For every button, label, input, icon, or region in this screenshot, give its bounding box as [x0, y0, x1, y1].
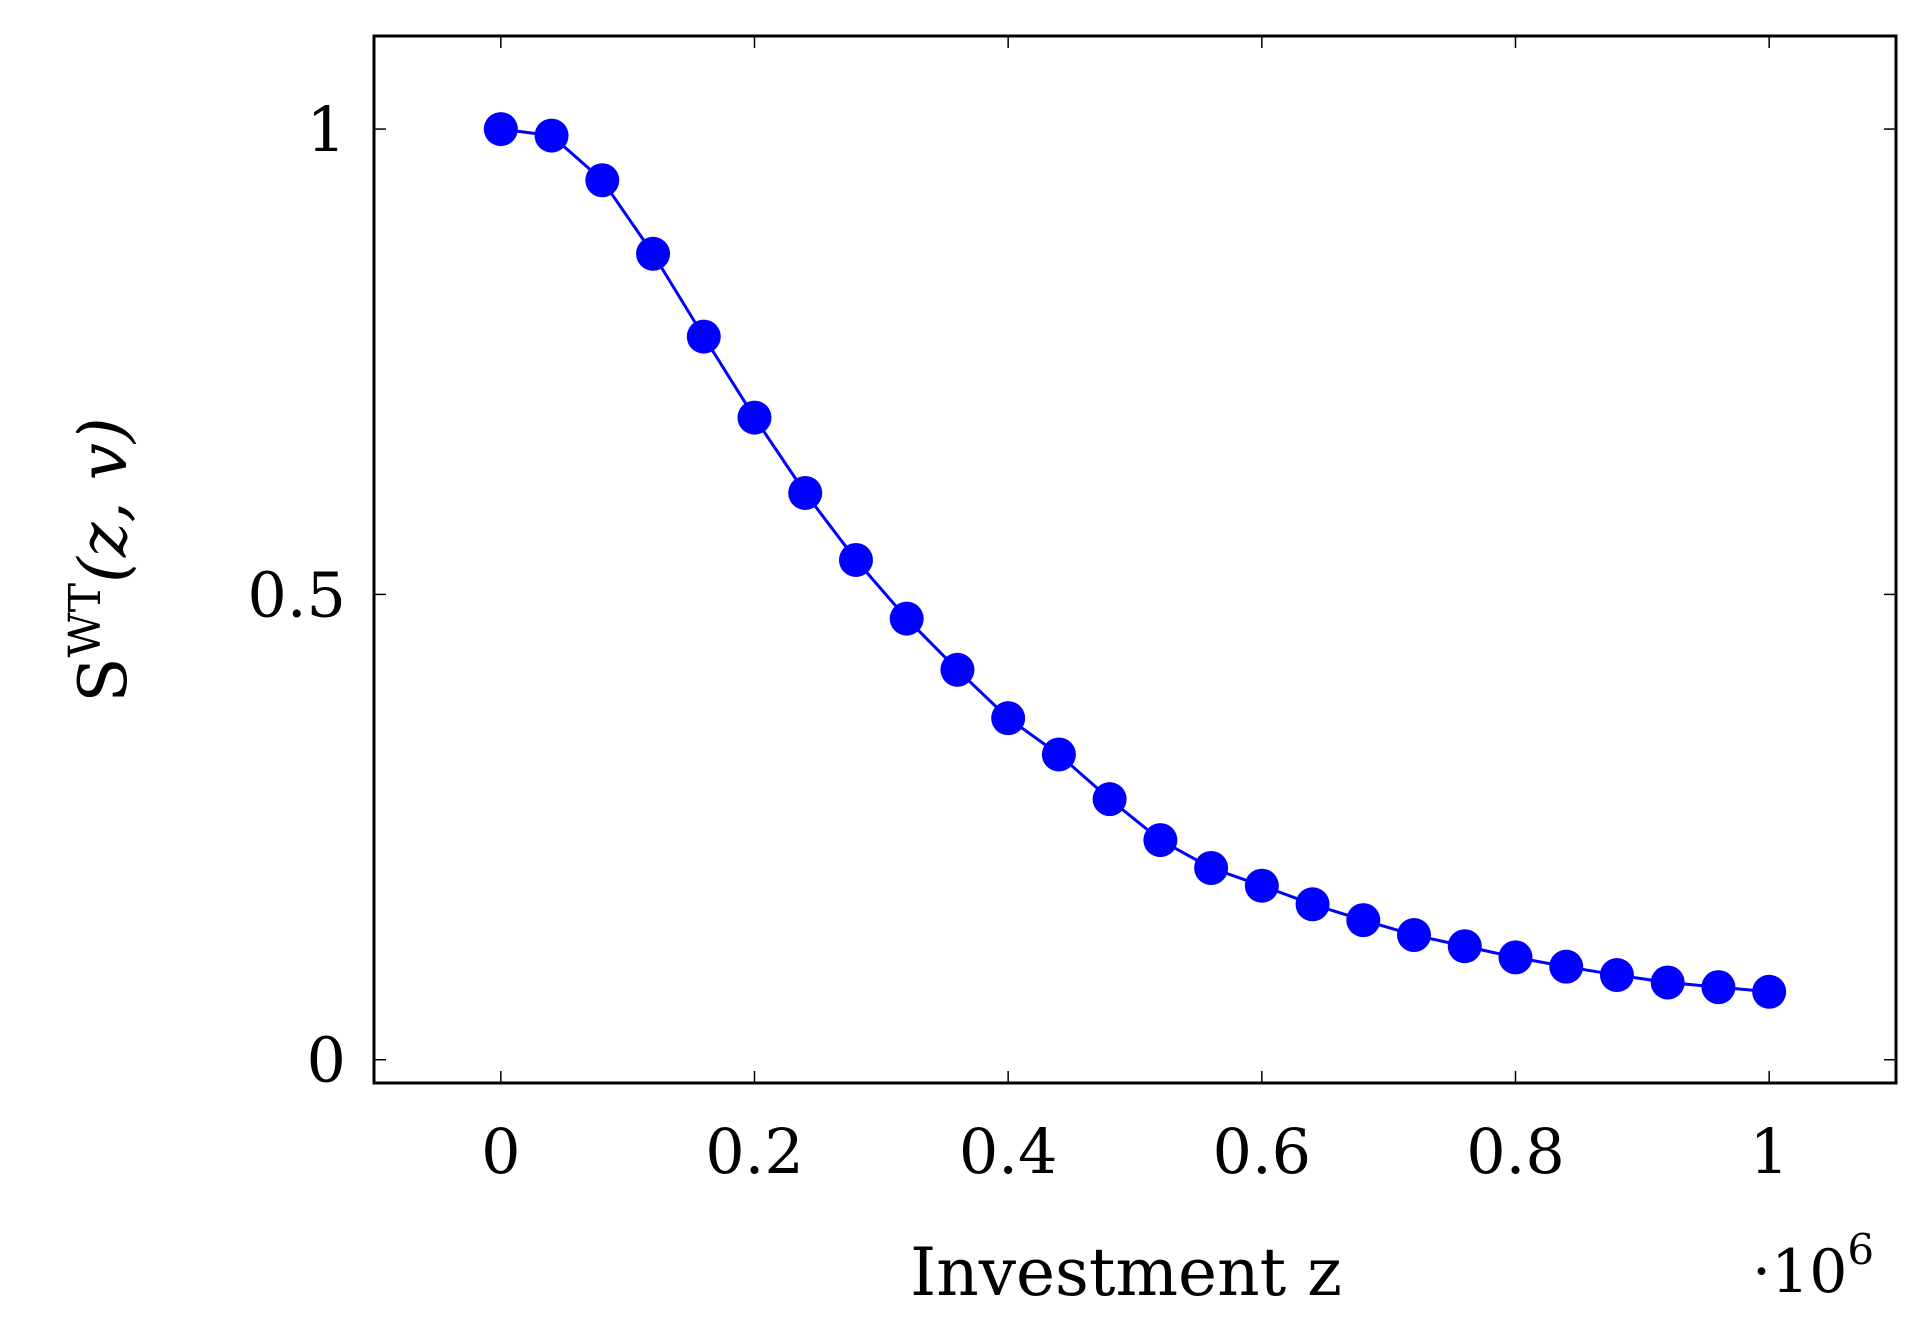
data-point	[534, 118, 569, 153]
data-point	[1650, 965, 1685, 1000]
plot-frame	[372, 34, 1898, 1085]
y-tick-label: 1	[307, 93, 346, 166]
y-axis-title-args: (z, v)	[65, 417, 142, 583]
data-point	[1244, 868, 1279, 903]
ticks	[374, 36, 1896, 1083]
data-point	[1447, 929, 1482, 964]
x-tick-label: 1	[1749, 1115, 1788, 1188]
y-tick-label: 0	[307, 1024, 346, 1097]
x-tick-label: 0	[481, 1115, 520, 1188]
x-axis-title: Investment z	[910, 1234, 1342, 1311]
data-point	[1194, 851, 1229, 886]
x-tick-label: 0.2	[705, 1115, 804, 1188]
x-tick-label: 0.8	[1466, 1115, 1565, 1188]
data-point	[889, 601, 924, 636]
data-point	[686, 319, 721, 354]
x-multiplier-exp: 6	[1847, 1225, 1874, 1274]
y-axis-title-base: S	[65, 657, 142, 702]
x-multiplier-base: ·10	[1752, 1237, 1847, 1307]
data-point	[1295, 887, 1330, 922]
data-point	[1701, 970, 1736, 1005]
data-point	[788, 475, 823, 510]
data-point	[1346, 903, 1381, 938]
data-point	[1041, 737, 1076, 772]
data-point	[1397, 918, 1432, 953]
series-line	[500, 127, 1770, 994]
data-point	[1092, 782, 1127, 817]
data-point	[1752, 974, 1787, 1009]
y-axis-title: SWT(z, v)	[60, 417, 142, 702]
x-tick-label: 0.4	[959, 1115, 1058, 1188]
data-point	[1549, 949, 1584, 984]
data-point	[1498, 940, 1533, 975]
tick-labels: 0 0.2 0.4 0.6 0.8 1 0 0.5 1	[247, 93, 1789, 1188]
series-layer	[483, 112, 1787, 1009]
data-point	[1143, 823, 1178, 858]
x-tick-label: 0.6	[1213, 1115, 1312, 1188]
y-tick-label: 0.5	[247, 558, 346, 631]
data-point	[838, 542, 873, 577]
data-point	[940, 652, 975, 687]
data-point	[737, 400, 772, 435]
data-point	[991, 701, 1026, 736]
data-point	[1599, 958, 1634, 993]
x-multiplier: ·106	[1752, 1225, 1874, 1307]
data-point	[483, 112, 518, 147]
y-axis-title-sup: WT	[60, 583, 111, 658]
data-point	[636, 236, 671, 271]
data-point	[585, 163, 620, 198]
